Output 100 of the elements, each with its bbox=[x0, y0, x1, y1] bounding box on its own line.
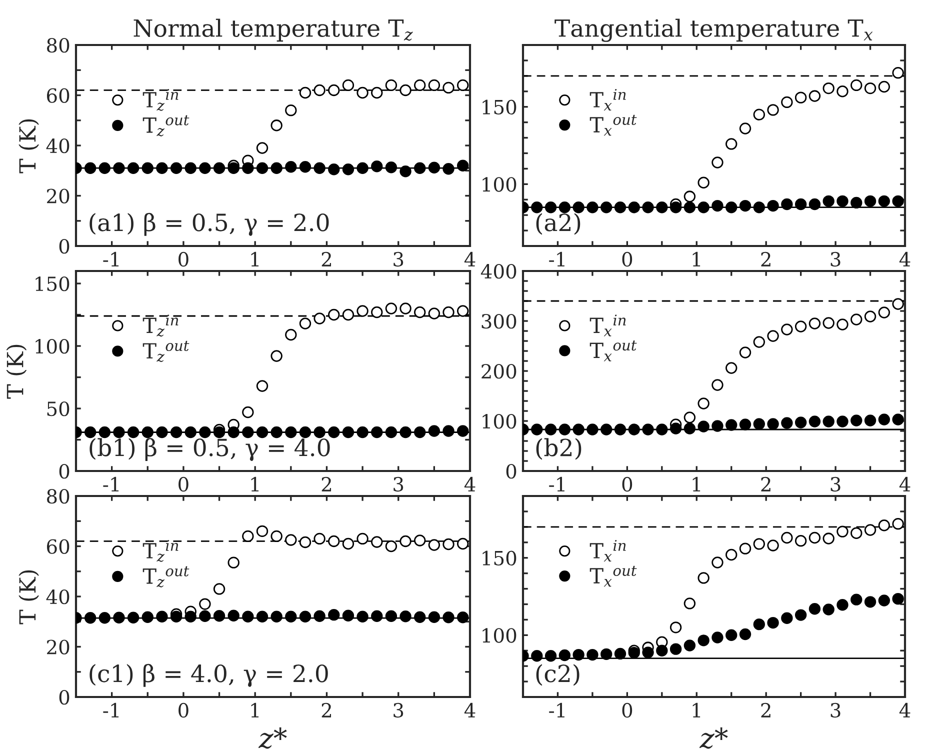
point bbox=[670, 422, 682, 434]
point bbox=[314, 312, 326, 324]
y-tick-label: 80 bbox=[47, 488, 70, 504]
point bbox=[753, 538, 765, 550]
point bbox=[628, 646, 640, 659]
point bbox=[385, 426, 398, 438]
point bbox=[614, 648, 626, 660]
point bbox=[456, 160, 469, 172]
point bbox=[299, 426, 312, 438]
point bbox=[228, 610, 240, 622]
point bbox=[822, 317, 834, 329]
annotation: (c2) bbox=[536, 664, 580, 686]
point bbox=[656, 202, 668, 214]
point bbox=[670, 622, 682, 634]
point bbox=[414, 611, 426, 623]
point bbox=[767, 200, 779, 212]
point bbox=[808, 198, 821, 210]
y-tick-label: 20 bbox=[47, 640, 70, 654]
point bbox=[385, 610, 398, 622]
point bbox=[558, 202, 571, 214]
x-tick-label: 3 bbox=[394, 702, 404, 718]
legend-label: T$_{z}$$^{in}$ bbox=[142, 89, 178, 111]
point bbox=[314, 84, 326, 96]
point bbox=[442, 538, 454, 550]
point bbox=[892, 298, 904, 310]
y-tick-label: 0 bbox=[59, 464, 70, 479]
point bbox=[242, 162, 254, 174]
point bbox=[414, 79, 426, 92]
point bbox=[371, 160, 383, 172]
annotation: (a2) bbox=[536, 213, 580, 235]
point bbox=[767, 330, 779, 342]
point bbox=[342, 164, 354, 176]
point bbox=[558, 649, 571, 662]
point bbox=[84, 162, 96, 174]
point bbox=[285, 104, 297, 116]
point bbox=[400, 302, 412, 314]
y-tick-label: 200 bbox=[482, 364, 516, 379]
point bbox=[544, 650, 557, 662]
point bbox=[712, 420, 724, 432]
point bbox=[642, 202, 654, 214]
point bbox=[356, 162, 368, 174]
y-tick-label: 150 bbox=[482, 550, 516, 566]
point bbox=[684, 640, 696, 652]
point bbox=[400, 84, 412, 96]
point bbox=[256, 380, 268, 392]
point bbox=[270, 120, 282, 132]
point bbox=[698, 202, 710, 214]
point bbox=[314, 532, 326, 545]
point bbox=[836, 599, 848, 611]
point bbox=[414, 306, 426, 318]
legend-label: T$_{x}$$^{in}$ bbox=[590, 89, 626, 111]
point bbox=[586, 424, 598, 436]
point bbox=[600, 424, 612, 436]
point bbox=[628, 424, 640, 436]
point bbox=[822, 532, 834, 544]
point bbox=[328, 308, 340, 321]
x-tick-label: -1 bbox=[103, 252, 119, 266]
legend-label: T$_{x}$$^{out}$ bbox=[590, 114, 637, 136]
point bbox=[698, 420, 710, 432]
point bbox=[822, 416, 834, 428]
point bbox=[113, 426, 125, 438]
point bbox=[84, 612, 96, 624]
point bbox=[328, 535, 340, 548]
point bbox=[781, 612, 793, 624]
y-axis-title: T (K) bbox=[18, 570, 39, 624]
y-tick-label: 0 bbox=[506, 464, 516, 479]
point bbox=[84, 426, 96, 438]
point bbox=[385, 540, 398, 552]
x-axis-title: z* bbox=[699, 727, 728, 749]
y-tick-label: 150 bbox=[482, 100, 516, 115]
point bbox=[285, 328, 297, 341]
point bbox=[864, 414, 876, 426]
legend-label: T$_{z}$$^{in}$ bbox=[142, 314, 178, 337]
point bbox=[242, 530, 254, 542]
point bbox=[342, 426, 354, 438]
point bbox=[614, 424, 626, 436]
point bbox=[794, 609, 807, 621]
point bbox=[356, 305, 368, 317]
x-tick-label: 0 bbox=[622, 702, 632, 718]
point bbox=[878, 195, 890, 208]
point bbox=[228, 556, 240, 568]
point bbox=[739, 122, 752, 134]
point bbox=[544, 424, 557, 436]
point bbox=[767, 104, 779, 116]
legend-label: T$_{x}$$^{out}$ bbox=[590, 566, 637, 587]
y-axis-title: T (K) bbox=[6, 344, 27, 399]
point bbox=[808, 603, 821, 615]
point bbox=[726, 548, 738, 561]
point bbox=[753, 418, 765, 430]
x-tick-label: 4 bbox=[464, 252, 476, 266]
x-tick-label: 0 bbox=[178, 476, 188, 492]
point bbox=[739, 200, 752, 212]
point bbox=[371, 610, 383, 622]
x-tick-label: 4 bbox=[899, 702, 910, 718]
x-tick-label: 2 bbox=[761, 702, 770, 718]
x-tick-label: 3 bbox=[394, 476, 404, 492]
point bbox=[184, 610, 196, 622]
x-tick-label: 1 bbox=[692, 476, 700, 492]
y-tick-label: 40 bbox=[46, 589, 70, 604]
point bbox=[414, 534, 426, 546]
